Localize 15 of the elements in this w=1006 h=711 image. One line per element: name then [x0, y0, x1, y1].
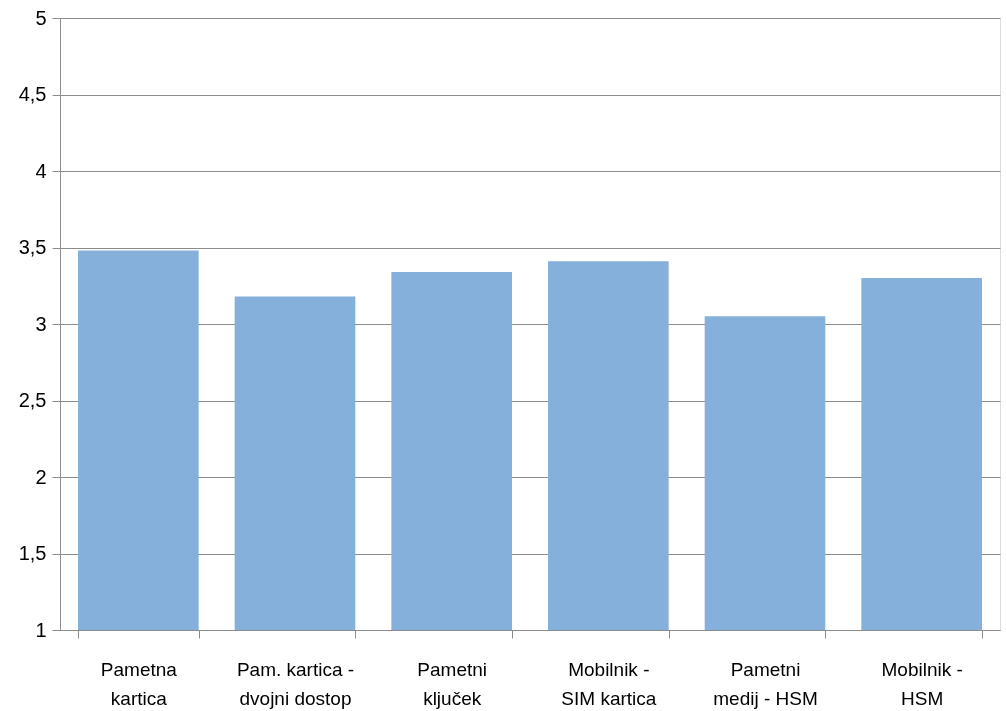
- y-tick-label: 4,5: [18, 83, 47, 105]
- x-tick-label: Pametna kartica: [100, 658, 178, 709]
- y-tick-label: 1,5: [18, 542, 47, 564]
- x-tick-label: Pametni medij - HSM: [713, 658, 818, 709]
- y-tick-label: 1: [35, 618, 47, 641]
- y-tick-label: 3,5: [18, 236, 47, 258]
- y-tick-label: 5: [35, 6, 47, 29]
- y-tick-label: 2: [35, 465, 47, 488]
- x-tick-label: Mobilnik - SIM kartica: [561, 658, 657, 709]
- y-tick-label: 4: [35, 159, 47, 182]
- x-tick-label: Mobilnik - HSM: [881, 658, 963, 709]
- y-tick-label: 3: [35, 312, 47, 335]
- x-tick-label: Pam. kartica - dvojni dostop: [236, 658, 355, 709]
- y-tick-label: 2,5: [18, 389, 47, 411]
- x-tick-label: Pametni ključek: [417, 658, 488, 709]
